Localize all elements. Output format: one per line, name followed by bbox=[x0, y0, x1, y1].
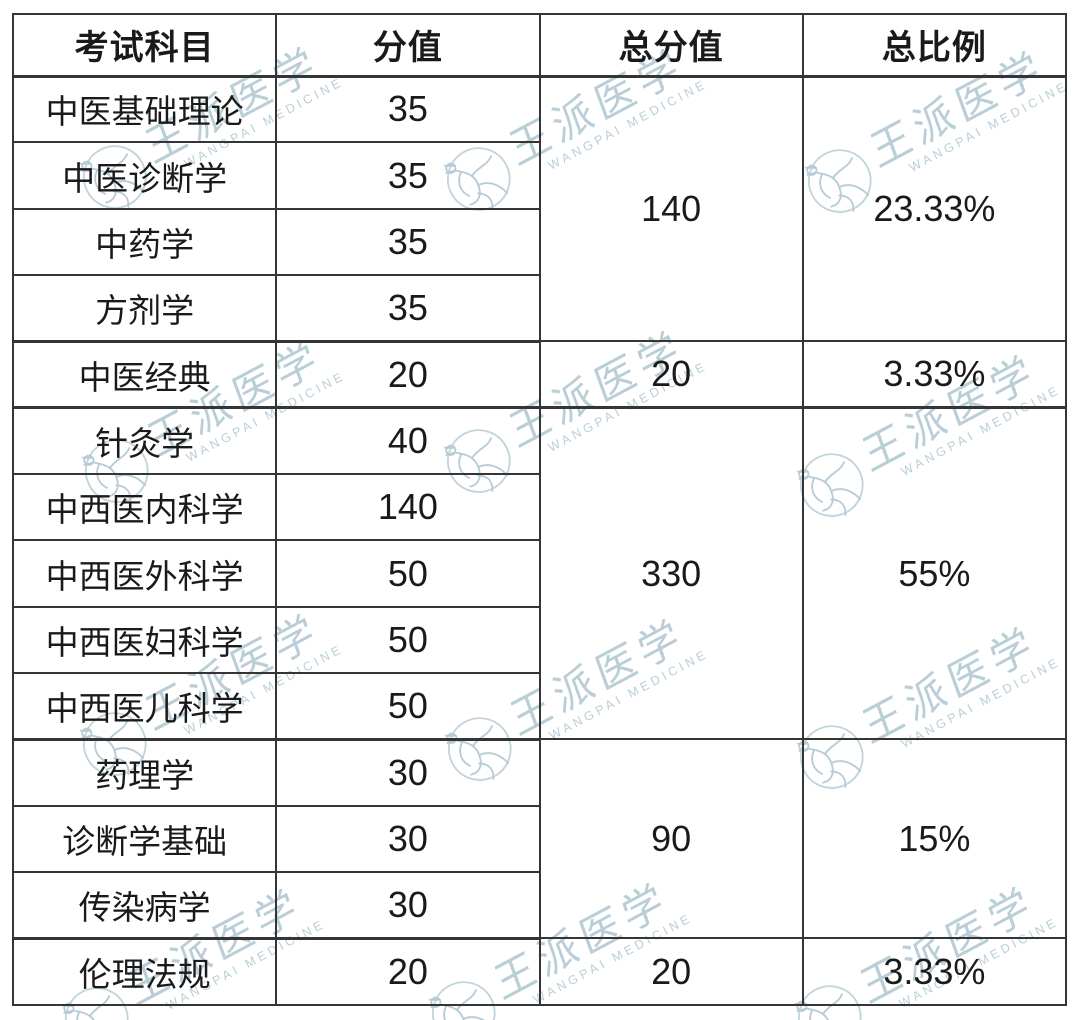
subject-cell: 中医基础理论 bbox=[11, 74, 278, 144]
subject-cell: 中西医儿科学 bbox=[11, 672, 278, 741]
column-header-subject: 考试科目 bbox=[11, 13, 278, 78]
table-row: 伦理法规 20 20 3.33% bbox=[11, 937, 1068, 1006]
subject-cell: 中西医外科学 bbox=[11, 539, 278, 608]
subject-cell: 中西医内科学 bbox=[11, 473, 278, 542]
table-row: 药理学 30 90 15% bbox=[11, 738, 1068, 940]
score-cell: 140 bbox=[275, 473, 541, 542]
total-score-cell: 20 bbox=[538, 340, 804, 410]
score-cell: 40 bbox=[275, 406, 541, 476]
score-cell: 20 bbox=[275, 340, 541, 410]
table-row: 传染病学 30 bbox=[11, 871, 1066, 940]
score-cell: 20 bbox=[275, 937, 541, 1006]
total-score-cell: 90 bbox=[538, 738, 804, 940]
subject-cell: 伦理法规 bbox=[11, 937, 278, 1006]
subject-cell: 中医诊断学 bbox=[11, 141, 278, 210]
table-row: 中药学 35 bbox=[11, 207, 1066, 277]
subject-cell: 诊断学基础 bbox=[11, 804, 278, 874]
score-cell: 50 bbox=[275, 605, 541, 675]
subject-cell: 药理学 bbox=[11, 738, 278, 807]
score-cell: 30 bbox=[275, 871, 541, 940]
ratio-cell: 3.33% bbox=[801, 937, 1068, 1006]
subject-cell: 中医经典 bbox=[11, 340, 278, 410]
table-row: 中医基础理论 35 140 23.33% bbox=[11, 74, 1068, 343]
score-table: 考试科目 分值 总分值 总比例 中医基础理论 35 140 23.33% 中医诊… bbox=[11, 13, 1068, 1006]
subject-cell: 传染病学 bbox=[11, 871, 278, 940]
ratio-cell: 15% bbox=[801, 738, 1068, 940]
total-score-cell: 140 bbox=[538, 74, 804, 343]
column-header-total-score: 总分值 bbox=[538, 13, 804, 78]
score-cell: 30 bbox=[275, 738, 541, 807]
total-score-cell: 20 bbox=[538, 937, 804, 1006]
header-row: 考试科目 分值 总分值 总比例 bbox=[11, 13, 1068, 78]
score-cell: 35 bbox=[275, 274, 541, 343]
subject-cell: 中西医妇科学 bbox=[11, 605, 278, 675]
ratio-cell: 3.33% bbox=[801, 340, 1068, 410]
score-cell: 35 bbox=[275, 141, 541, 210]
table-row: 中西医外科学 50 bbox=[11, 539, 1066, 608]
score-cell: 30 bbox=[275, 804, 541, 874]
score-cell: 35 bbox=[275, 207, 541, 277]
total-score-cell: 330 bbox=[538, 406, 804, 741]
subject-cell: 针灸学 bbox=[11, 406, 278, 476]
score-cell: 50 bbox=[275, 672, 541, 741]
ratio-cell: 23.33% bbox=[801, 74, 1068, 343]
column-header-total-ratio: 总比例 bbox=[801, 13, 1068, 78]
table-row: 诊断学基础 30 bbox=[11, 804, 1066, 874]
column-header-score: 分值 bbox=[275, 13, 541, 78]
table-row: 中西医妇科学 50 bbox=[11, 605, 1066, 675]
table-row: 中医经典 20 20 3.33% bbox=[11, 340, 1068, 410]
subject-cell: 中药学 bbox=[11, 207, 278, 277]
table-row: 针灸学 40 330 55% bbox=[11, 406, 1068, 741]
ratio-cell: 55% bbox=[801, 406, 1068, 741]
score-cell: 35 bbox=[275, 74, 541, 144]
subject-cell: 方剂学 bbox=[11, 274, 278, 343]
score-cell: 50 bbox=[275, 539, 541, 608]
table-row: 方剂学 35 bbox=[11, 274, 1066, 343]
